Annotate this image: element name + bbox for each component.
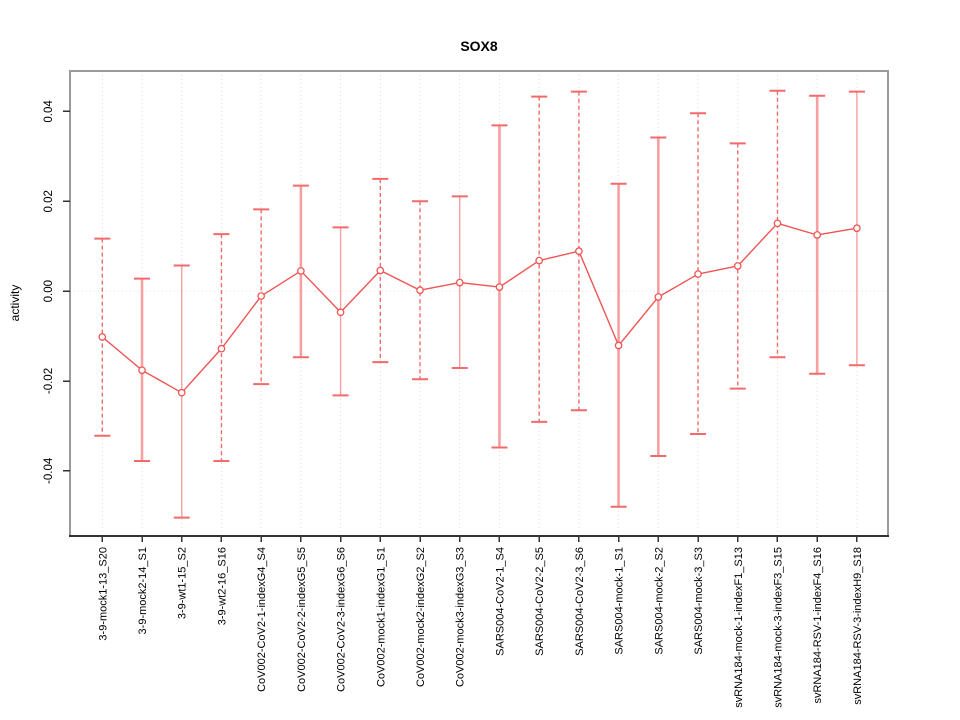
data-point-marker [376,266,385,275]
x-tick-label: 3-9-wt2-16_S16 [216,547,228,625]
y-tick-label: -0.04 [43,457,55,484]
x-tick-label: svRNA184-mock-3-indexF3_S15 [772,547,784,708]
x-tick-label: SARS004-mock-2_S2 [653,547,665,655]
x-tick-label: svRNA184-RSV-1-indexF4_S16 [812,547,824,704]
y-tick-label: 0.00 [43,280,55,302]
x-tick-label: 3-9-mock1-13_S20 [97,547,109,641]
data-point-marker [495,283,504,291]
x-tick-label: CoV002-mock2-indexG2_S2 [415,547,427,687]
x-tick-label: SARS004-mock-1_S1 [614,547,626,655]
activity-line [101,222,858,394]
data-point-marker [575,247,583,256]
data-point-marker [654,293,663,301]
x-tick-label: 3-9-wt1-15_S2 [177,547,189,619]
x-tick-label: CoV002-mock1-indexG1_S1 [375,547,387,687]
data-point-marker [813,231,822,239]
data-point-marker [416,286,424,295]
data-point-marker [177,388,186,397]
y-tick-label: 0.04 [43,100,55,123]
data-point-marker [297,267,305,275]
x-tick-label: CoV002-CoV2-2-indexG5_S5 [296,547,308,692]
data-point-marker [257,292,266,300]
data-point-marker [733,262,742,270]
data-point-marker [694,270,702,278]
x-tick-label: CoV002-CoV2-3-indexG6_S6 [336,547,348,692]
data-point-marker [853,224,861,233]
x-tick-label: CoV002-CoV2-1-indexG4_S4 [256,547,268,692]
x-tick-label: SARS004-CoV2-3_S6 [574,547,586,656]
data-point-marker [535,256,544,265]
data-point-marker [98,333,107,341]
data-point-marker [773,219,782,228]
plot-box [69,70,889,537]
x-tick-label: CoV002-mock3-indexG3_S3 [455,547,467,687]
data-point-marker [217,344,226,353]
x-tick-label: SARS004-CoV2-1_S4 [494,547,506,656]
data-point-marker [138,366,146,375]
y-tick-label: -0.02 [43,368,55,394]
x-tick-label: 3-9-mock2-14_S1 [137,547,149,634]
data-point-marker [336,308,345,317]
data-point-marker [614,341,623,350]
x-tick-label: SARS004-CoV2-2_S5 [534,547,546,656]
x-tick-label: svRNA184-mock-1-indexF1_S13 [733,547,745,708]
y-tick-label: 0.02 [43,190,55,212]
x-tick-label: svRNA184-RSV-3-indexH9_S18 [852,547,864,705]
x-tick-label: SARS004-mock-3_S3 [693,547,705,655]
chart-title: SOX8 [460,38,498,54]
data-point-marker [455,278,464,287]
